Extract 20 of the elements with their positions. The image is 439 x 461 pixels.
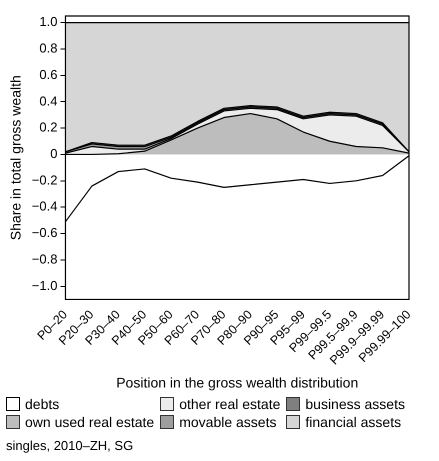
- x-axis-title: Position in the gross wealth distribution: [116, 374, 358, 390]
- y-tick-label: −0.6: [32, 225, 58, 240]
- y-axis-title: Share in total gross wealth: [7, 75, 24, 240]
- text: singles, 2010–ZH, SG: [5, 437, 134, 453]
- y-tick-label: 0: [50, 146, 58, 162]
- legend-label: own used real estate: [25, 414, 154, 430]
- legend-label: business assets: [305, 396, 405, 412]
- y-tick-label: 0.6: [39, 66, 58, 82]
- y-tick-label: −0.8: [32, 251, 58, 266]
- y-tick-label: 1.0: [39, 14, 58, 30]
- y-tick-label: −0.2: [32, 172, 58, 188]
- y-tick-label: −0.4: [32, 198, 58, 214]
- legend-label: other real estate: [179, 396, 280, 412]
- legend-label: financial assets: [305, 414, 402, 430]
- y-tick-label: −1.0: [32, 278, 58, 293]
- y-tick-label: 0.2: [39, 120, 58, 135]
- legend-label: movable assets: [179, 414, 276, 430]
- legend-label: debts: [25, 396, 60, 412]
- y-tick-label: 0.8: [39, 40, 58, 56]
- y-tick-label: 0.4: [39, 93, 58, 108]
